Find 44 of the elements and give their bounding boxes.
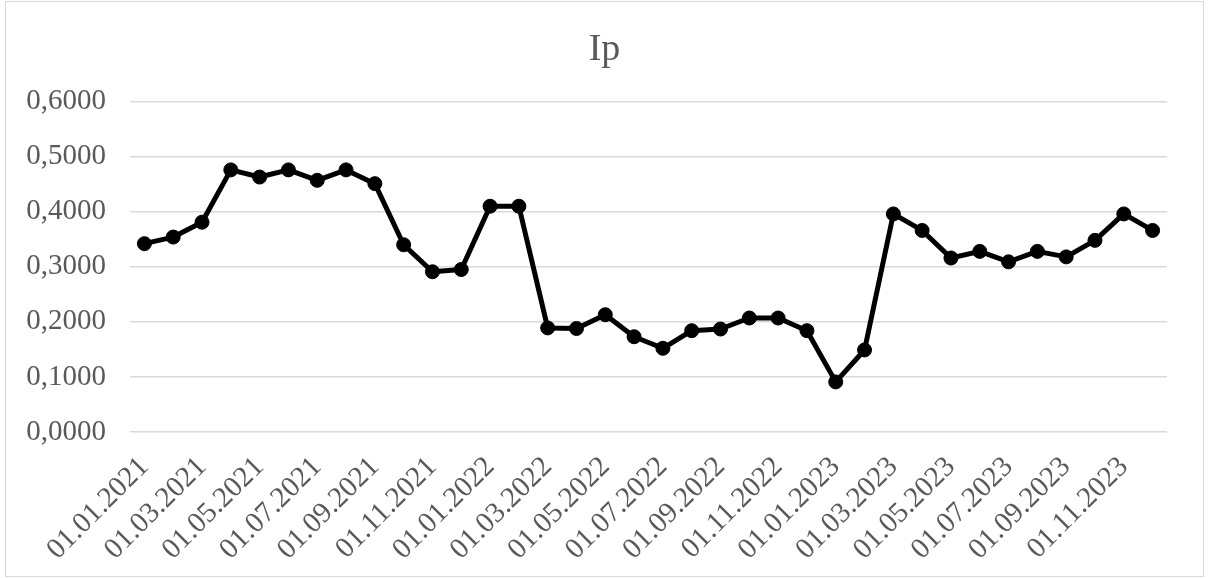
point [713,321,729,337]
point [1058,249,1074,265]
point [396,237,412,253]
point [1029,243,1045,259]
y-tick-label: 0,3000 [26,248,106,281]
point [799,323,815,339]
point [1001,254,1017,270]
point [194,214,210,230]
point [684,323,700,339]
point [626,329,642,345]
point [540,320,556,336]
point [453,262,469,278]
point [857,342,873,358]
y-tick-label: 0,5000 [26,138,106,171]
point [741,310,757,326]
point [885,206,901,222]
point [136,236,152,252]
point [943,250,959,266]
point [252,169,268,185]
point [828,374,844,390]
point [280,162,296,178]
point [597,307,613,323]
point [1145,222,1161,238]
point [568,320,584,336]
point [972,243,988,259]
point [424,264,440,280]
point [914,222,930,238]
point [770,310,786,326]
point [1116,206,1132,222]
point [1087,232,1103,248]
chart-title: Ip [588,25,621,68]
point [309,172,325,188]
point [338,162,354,178]
point [165,229,181,245]
y-tick-label: 0,2000 [26,303,106,336]
y-tick-label: 0,0000 [26,413,106,446]
point [482,198,498,214]
y-tick-label: 0,4000 [26,193,106,226]
point [223,162,239,178]
point [655,340,671,356]
y-tick-label: 0,1000 [26,358,106,391]
point [511,198,527,214]
y-tick-label: 0,6000 [26,83,106,116]
point [367,176,383,192]
